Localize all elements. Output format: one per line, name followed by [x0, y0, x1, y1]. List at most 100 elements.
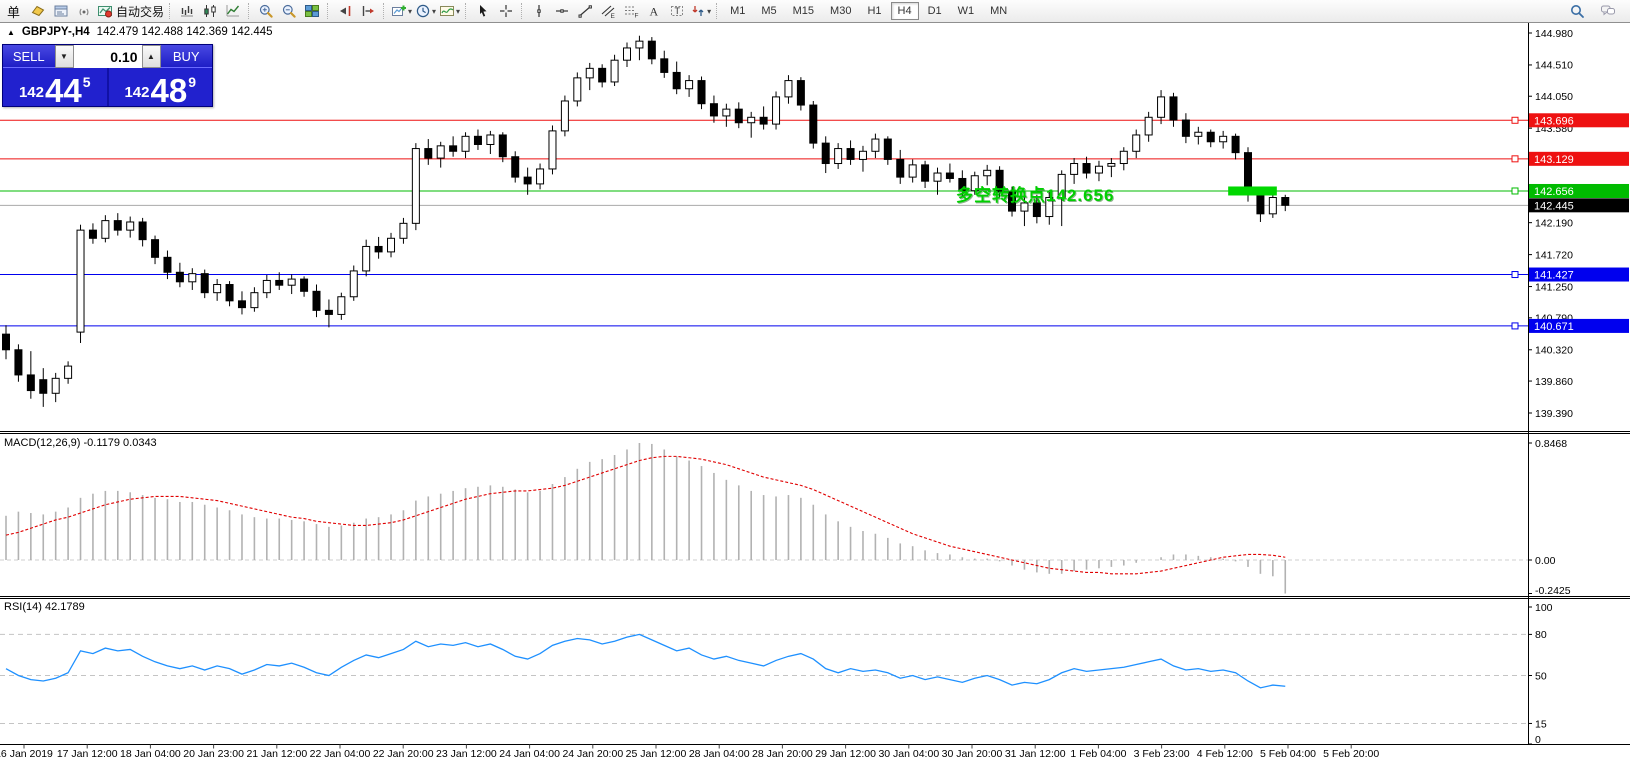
indicators-icon	[438, 3, 455, 20]
toolbar-metaeditor-button[interactable]	[49, 1, 72, 21]
sell-price[interactable]: 142 44 5	[3, 68, 109, 107]
toolbar-timeframe-d1[interactable]: D1	[927, 5, 942, 17]
toolbar-equidistant-channel-button[interactable]: E	[596, 1, 619, 21]
candlesticks	[2, 35, 1290, 407]
svg-text:50: 50	[1535, 670, 1547, 682]
toolbar-arrows-button[interactable]: ▾	[688, 1, 712, 21]
svg-text:141.720: 141.720	[1535, 249, 1573, 261]
toolbar-zoom-out-button[interactable]	[277, 1, 300, 21]
svg-text:24 Jan 04:00: 24 Jan 04:00	[499, 748, 560, 760]
text-label-icon: T	[668, 3, 685, 20]
toolbar-auto-scroll-button[interactable]	[333, 1, 356, 21]
chat-icon	[1599, 3, 1616, 20]
toolbar-timeframe-m30[interactable]: M30	[830, 5, 852, 17]
tile-windows-icon	[303, 3, 320, 20]
toolbar-timeframe-w1[interactable]: W1	[957, 5, 975, 17]
svg-text:3 Feb 23:00: 3 Feb 23:00	[1134, 748, 1190, 760]
toolbar-menu-partial-button[interactable]: 单	[3, 1, 26, 21]
toolbar-right-icons	[1565, 1, 1627, 21]
highlight-segment	[1228, 186, 1277, 196]
toolbar-text-button[interactable]: A	[642, 1, 665, 21]
toolbar-timeframe-m15[interactable]: M15	[792, 5, 815, 17]
toolbar-separator	[716, 3, 718, 19]
svg-text:143.696: 143.696	[1534, 115, 1574, 127]
svg-text:143.129: 143.129	[1534, 154, 1574, 166]
svg-text:-0.2425: -0.2425	[1535, 585, 1571, 597]
chart-line-icon	[224, 3, 241, 20]
dropdown-caret-icon[interactable]: ▾	[707, 6, 712, 16]
arrows-icon	[689, 3, 706, 20]
toolbar-autotrading-button[interactable]: 自动交易	[95, 1, 165, 21]
volume-input[interactable]	[73, 45, 142, 68]
svg-text:141.250: 141.250	[1535, 281, 1573, 293]
svg-text:0.8468: 0.8468	[1535, 438, 1567, 450]
menu-partial-label: 单	[6, 4, 20, 20]
svg-text:31 Jan 12:00: 31 Jan 12:00	[1005, 748, 1066, 760]
toolbar-profiles-button[interactable]: ▾	[413, 1, 437, 21]
toolbar-horizontal-line-button[interactable]	[550, 1, 573, 21]
svg-text:E: E	[610, 13, 615, 19]
svg-text:5 Feb 04:00: 5 Feb 04:00	[1260, 748, 1316, 760]
quote-panel-toggle-icon[interactable]: ▲	[7, 27, 15, 37]
toolbar-timeframe-mn[interactable]: MN	[990, 5, 1008, 17]
profiles-icon	[414, 3, 431, 20]
toolbar-separator	[327, 3, 329, 19]
toolbar-chat-button[interactable]	[1596, 1, 1619, 21]
toolbar-trend-line-button[interactable]	[573, 1, 596, 21]
toolbar-new-order-button[interactable]	[26, 1, 49, 21]
toolbar-tile-windows-button[interactable]	[300, 1, 323, 21]
volume-increase-button[interactable]: ▲	[141, 45, 161, 68]
toolbar-crosshair-button[interactable]	[494, 1, 517, 21]
rsi-panel: 100 80 50 15 0	[0, 602, 1553, 746]
volume-decrease-button[interactable]: ▼	[54, 45, 74, 68]
svg-text:0: 0	[1535, 734, 1541, 746]
svg-text:139.390: 139.390	[1535, 408, 1573, 420]
svg-text:140.320: 140.320	[1535, 345, 1573, 357]
toolbar-timeframe-h4[interactable]: H4	[890, 2, 919, 20]
toolbar-chart-bars-button[interactable]	[175, 1, 198, 21]
svg-text:23 Jan 12:00: 23 Jan 12:00	[436, 748, 497, 760]
toolbar-new-chart-button[interactable]: ▾	[389, 1, 413, 21]
toolbar-vertical-line-button[interactable]	[527, 1, 550, 21]
zoom-in-icon	[257, 3, 274, 20]
macd-panel: 0.8468 0.00 -0.2425	[0, 438, 1571, 597]
dropdown-caret-icon[interactable]: ▾	[456, 6, 461, 16]
toolbar-chart-candles-button[interactable]	[198, 1, 221, 21]
toolbar-search-button[interactable]	[1565, 1, 1588, 21]
dropdown-caret-icon[interactable]: ▾	[408, 6, 413, 16]
toolbar-timeframe-m5[interactable]: M5	[761, 5, 777, 17]
buy-price[interactable]: 142 48 9	[109, 68, 213, 107]
toolbar-chart-shift-button[interactable]	[356, 1, 379, 21]
toolbar-text-label-button[interactable]: T	[665, 1, 688, 21]
svg-text:144.980: 144.980	[1535, 28, 1573, 40]
toolbar-separator	[465, 3, 467, 19]
toolbar-timeframe-h1[interactable]: H1	[867, 5, 882, 17]
auto-scroll-icon	[336, 3, 353, 20]
trend-line-icon	[576, 3, 593, 20]
svg-text:21 Jan 12:00: 21 Jan 12:00	[246, 748, 307, 760]
cursor-icon	[474, 3, 491, 20]
svg-text:F: F	[634, 13, 638, 20]
toolbar-fibonacci-button[interactable]: F	[619, 1, 642, 21]
time-axis: 16 Jan 2019 17 Jan 12:00 18 Jan 04:00 20 Ja…	[0, 744, 1379, 760]
toolbar-chart-line-button[interactable]	[221, 1, 244, 21]
svg-text:5 Feb 20:00: 5 Feb 20:00	[1323, 748, 1379, 760]
dropdown-caret-icon[interactable]: ▾	[432, 6, 437, 16]
svg-text:139.860: 139.860	[1535, 376, 1573, 388]
toolbar-zoom-in-button[interactable]	[254, 1, 277, 21]
text-icon: A	[645, 3, 662, 20]
toolbar-timeframe-m1[interactable]: M1	[730, 5, 746, 17]
svg-text:A: A	[649, 5, 658, 19]
svg-text:25 Jan 12:00: 25 Jan 12:00	[626, 748, 687, 760]
price-axis: 144.980144.510144.050143.580142.190141.7…	[1528, 28, 1573, 420]
toolbar-signal-button[interactable]	[72, 1, 95, 21]
svg-text:4 Feb 12:00: 4 Feb 12:00	[1197, 748, 1253, 760]
svg-text:144.510: 144.510	[1535, 60, 1573, 72]
toolbar-indicators-button[interactable]: ▾	[437, 1, 461, 21]
buy-button[interactable]: BUY	[160, 45, 212, 68]
horizontal-line-icon	[553, 3, 570, 20]
svg-text:T: T	[674, 6, 680, 16]
toolbar-cursor-button[interactable]	[471, 1, 494, 21]
sell-button[interactable]: SELL	[3, 45, 55, 68]
